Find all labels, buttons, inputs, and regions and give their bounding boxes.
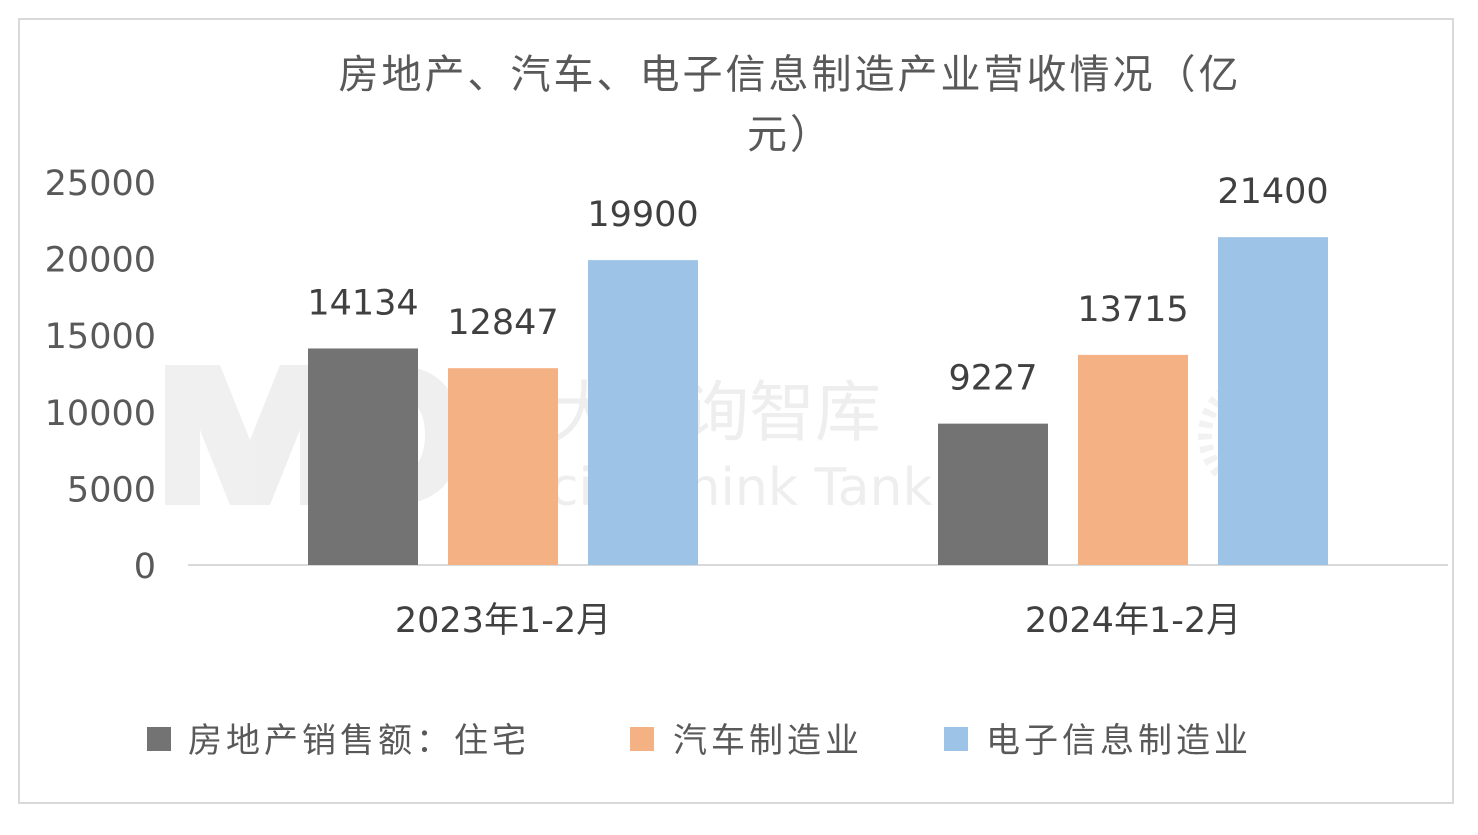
data-label: 14134 bbox=[307, 283, 418, 323]
legend-label-0: 房地产销售额：住宅 bbox=[188, 721, 530, 761]
bar bbox=[308, 348, 418, 565]
legend-swatch-2 bbox=[944, 727, 968, 751]
bars bbox=[308, 237, 1328, 566]
legend-swatch-0 bbox=[147, 727, 171, 751]
category-label: 2024年1-2月 bbox=[1025, 601, 1241, 641]
bar bbox=[448, 368, 558, 565]
chart-title-line2: 元） bbox=[747, 112, 833, 158]
legend-label-2: 电子信息制造业 bbox=[986, 721, 1252, 761]
data-labels: 14134 12847 19900 9227 13715 21400 bbox=[307, 172, 1328, 398]
watermark-en: Social Think Tank bbox=[485, 458, 933, 518]
bar bbox=[588, 260, 698, 565]
data-label: 19900 bbox=[587, 195, 698, 235]
data-label: 9227 bbox=[948, 359, 1037, 399]
bar bbox=[1078, 354, 1188, 565]
category-label: 2023年1-2月 bbox=[395, 601, 611, 641]
y-tick-label: 0 bbox=[134, 547, 156, 587]
bar bbox=[938, 423, 1048, 565]
legend-label-1: 汽车制造业 bbox=[673, 721, 863, 761]
data-label: 12847 bbox=[447, 303, 558, 343]
y-axis-ticks: 0 5000 10000 15000 20000 25000 bbox=[45, 164, 156, 587]
data-label: 21400 bbox=[1217, 172, 1328, 212]
bar bbox=[1218, 237, 1328, 566]
y-tick-label: 15000 bbox=[45, 317, 156, 357]
legend-swatch-1 bbox=[630, 727, 654, 751]
y-tick-label: 10000 bbox=[45, 394, 156, 434]
data-label: 13715 bbox=[1077, 290, 1188, 330]
legend: 房地产销售额：住宅 汽车制造业 电子信息制造业 bbox=[147, 721, 1252, 761]
y-tick-label: 5000 bbox=[67, 470, 156, 510]
chart-title-line1: 房地产、汽车、电子信息制造产业营收情况（亿 bbox=[339, 52, 1242, 98]
watermark-logo-icon bbox=[165, 365, 335, 505]
y-tick-label: 20000 bbox=[45, 241, 156, 281]
y-tick-label: 25000 bbox=[45, 164, 156, 204]
chart-frame: 中大咨询智库 Social Think Tank 3 房地产、汽车、电子信息制造… bbox=[18, 18, 1454, 804]
chart: 中大咨询智库 Social Think Tank 3 房地产、汽车、电子信息制造… bbox=[45, 52, 1448, 761]
category-labels: 2023年1-2月 2024年1-2月 bbox=[395, 601, 1241, 641]
